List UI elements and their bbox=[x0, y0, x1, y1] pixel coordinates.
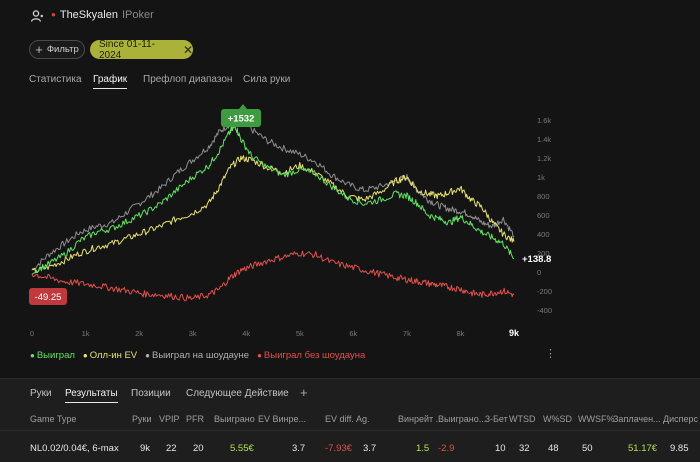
legend-item-non-showdown[interactable]: ● Выиграл без шоудауна bbox=[257, 350, 366, 361]
tab-graph[interactable]: График bbox=[93, 74, 128, 89]
table-cell: 20 bbox=[193, 443, 204, 454]
table-cell: 5.55€ bbox=[230, 443, 254, 454]
legend-item-allin-ev[interactable]: ● Олл-ин EV bbox=[82, 350, 138, 361]
x-tick-label: 4k bbox=[242, 329, 250, 338]
tab-next-action[interactable]: Следующее Действие bbox=[186, 388, 289, 399]
site-dot-icon: ● bbox=[51, 10, 56, 19]
column-header[interactable]: W%SD bbox=[543, 414, 572, 424]
column-header[interactable]: Game Type bbox=[30, 414, 77, 424]
table-cell: 9k bbox=[140, 443, 151, 454]
x-tick-label: 1k bbox=[82, 329, 90, 338]
peak-badge-pointer bbox=[239, 104, 247, 109]
column-header[interactable]: Выиграно... bbox=[438, 414, 487, 424]
column-header[interactable]: WWSF% bbox=[578, 414, 615, 424]
more-options-icon[interactable]: ⋮ bbox=[545, 348, 556, 360]
x-tick-label: 3k bbox=[189, 329, 197, 338]
player-name[interactable]: ● TheSkyalen IPoker bbox=[51, 9, 154, 21]
column-header[interactable]: Ag. bbox=[356, 414, 370, 424]
legend-bullet-icon: ● bbox=[82, 351, 88, 360]
peak-badge bbox=[221, 109, 261, 127]
chart-legend: ● Выиграл ● Олл-ин EV ● Выиграл на шоудауне… bbox=[30, 350, 365, 361]
table-cell: 10 bbox=[495, 443, 506, 454]
x-tick-label: 5k bbox=[296, 329, 304, 338]
column-header[interactable]: VPIP bbox=[159, 414, 180, 424]
y-tick-label: 600 bbox=[537, 211, 550, 220]
x-tick-label: 0 bbox=[30, 329, 34, 338]
start-badge bbox=[29, 288, 67, 305]
table-cell: 3.7 bbox=[292, 443, 306, 454]
tab-positions[interactable]: Позиции bbox=[131, 388, 171, 399]
legend-bullet-icon: ● bbox=[145, 351, 150, 360]
tab-hand-strength[interactable]: Сила руки bbox=[243, 74, 291, 85]
date-filter-chip[interactable]: Since 01-11-2024 ✕ bbox=[90, 38, 193, 61]
end-value-label: +138.8 bbox=[522, 254, 551, 265]
plus-icon: + bbox=[35, 41, 43, 57]
start-value-label: -49.25 bbox=[35, 292, 62, 303]
winnings-chart[interactable]: -200 -400 0 200 400 600 800 1k 1.2k 1.4k 1.6k 0 1k 2k… bbox=[0, 90, 560, 344]
column-header[interactable]: EV Винре... bbox=[258, 414, 307, 424]
filter-button[interactable]: + Фильтр bbox=[29, 40, 85, 59]
y-tick-label: 200 bbox=[537, 249, 550, 258]
column-header[interactable]: PFR bbox=[186, 414, 204, 424]
series-line bbox=[31, 250, 515, 302]
table-cell: 48 bbox=[548, 443, 559, 454]
tab-preflop-range[interactable]: Префлоп диапазон bbox=[143, 74, 233, 85]
table-cell: 3.7 bbox=[363, 443, 377, 454]
add-tab-icon[interactable]: + bbox=[300, 385, 308, 400]
peak-value-label: +1532 bbox=[228, 114, 255, 125]
column-header[interactable]: Винрейт ... bbox=[398, 414, 444, 424]
x-tick-label: 6k bbox=[349, 329, 357, 338]
table-cell: 50 bbox=[582, 443, 593, 454]
y-tick-label: 1.4k bbox=[537, 135, 551, 144]
legend-bullet-icon: ● bbox=[30, 351, 35, 360]
y-tick-label: 0 bbox=[537, 268, 541, 277]
y-tick-label: 800 bbox=[537, 192, 550, 201]
y-tick-label: 1.2k bbox=[537, 154, 551, 163]
column-header[interactable]: 3-Бет bbox=[485, 414, 508, 424]
legend-item-showdown[interactable]: ● Выиграл на шоудауне bbox=[145, 350, 250, 361]
column-header[interactable]: EV diff. bbox=[325, 414, 354, 424]
y-tick-label: 1k bbox=[537, 173, 545, 182]
table-cell: 9.85 bbox=[670, 443, 689, 454]
table-cell: -7.93€ bbox=[325, 443, 352, 454]
column-header[interactable]: Руки bbox=[132, 414, 152, 424]
legend-bullet-icon: ● bbox=[257, 351, 262, 360]
y-tick-label: 1.6k bbox=[537, 116, 551, 125]
tab-results[interactable]: Результаты bbox=[65, 388, 118, 403]
legend-item-won[interactable]: ● Выиграл bbox=[30, 350, 75, 361]
date-filter-label: Since 01-11-2024 bbox=[99, 38, 155, 61]
column-header[interactable]: Дисперс bbox=[663, 414, 699, 424]
y-tick-label: -400 bbox=[537, 306, 552, 315]
table-cell: 32 bbox=[519, 443, 530, 454]
site-label: IPoker bbox=[121, 9, 154, 21]
y-tick-label: 400 bbox=[537, 230, 550, 239]
column-header[interactable]: WTSD bbox=[509, 414, 536, 424]
column-header[interactable]: Выиграно bbox=[214, 414, 255, 424]
table-cell: 51.17€ bbox=[628, 443, 658, 454]
table-cell: 22 bbox=[166, 443, 177, 454]
x-tick-label: 9k bbox=[509, 328, 520, 338]
series-line bbox=[31, 155, 515, 274]
filter-label: Фильтр bbox=[46, 44, 79, 55]
x-tick-label: 2k bbox=[135, 329, 143, 338]
tab-hands[interactable]: Руки bbox=[30, 388, 52, 399]
bottom-panel bbox=[0, 378, 700, 462]
column-header[interactable]: Заплачен... bbox=[613, 414, 661, 424]
table-cell: NL0.02/0.04€, 6-max bbox=[30, 443, 119, 454]
tab-statistics[interactable]: Статистика bbox=[29, 74, 82, 85]
series-line bbox=[31, 115, 515, 271]
x-tick-label: 8k bbox=[456, 329, 464, 338]
series-line bbox=[31, 125, 515, 276]
table-divider bbox=[0, 430, 700, 431]
table-cell: -2.9 bbox=[438, 443, 455, 454]
table-cell: 1.5 bbox=[416, 443, 430, 454]
y-tick-label: -200 bbox=[537, 287, 552, 296]
x-tick-label: 7k bbox=[403, 329, 411, 338]
close-icon[interactable]: ✕ bbox=[182, 42, 193, 57]
player-icon bbox=[30, 10, 43, 22]
